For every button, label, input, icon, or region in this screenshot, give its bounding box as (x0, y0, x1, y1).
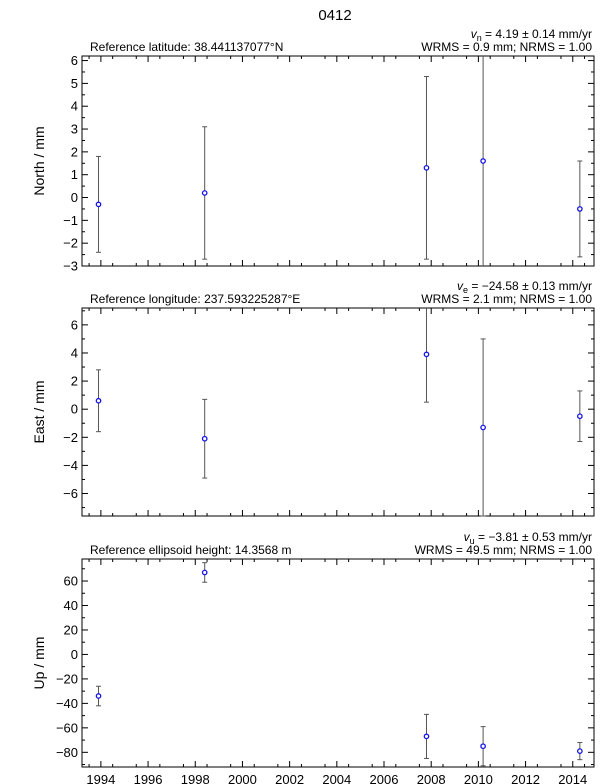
north-data-point (423, 164, 430, 171)
up-plot-frame (81, 558, 595, 768)
up-x-tick-label: 2010 (464, 772, 493, 784)
up-y-axis-label: Up / mm (31, 637, 47, 690)
east-data-point (95, 397, 102, 404)
east-y-tick-label: 4 (71, 345, 78, 360)
east-data-point (423, 351, 430, 358)
up-data-point (423, 733, 430, 740)
north-data-point (95, 201, 102, 208)
up-x-tick-label: 2000 (228, 772, 257, 784)
figure-title: 0412 (318, 7, 351, 24)
north-data-point (576, 206, 583, 212)
up-y-tick-label: 60 (64, 574, 78, 589)
east-y-tick-label: 0 (71, 402, 78, 417)
east-data-point (480, 424, 486, 431)
north-stats-label: WRMS = 0.9 mm; NRMS = 1.00 (421, 40, 592, 54)
up-y-tick-label: 20 (64, 622, 78, 637)
up-velocity-label: vu = −3.81 ± 0.53 mm/yr (464, 530, 592, 546)
up-stats-label: WRMS = 49.5 mm; NRMS = 1.00 (415, 543, 593, 557)
up-y-tick-label: 40 (64, 598, 78, 613)
east-panel-header: Reference longitude: 237.593225287°E ve … (90, 279, 592, 306)
north-y-tick-label: 3 (71, 122, 78, 137)
east-panel: −6 −4 −2 0 2 4 6 East / mm (31, 307, 595, 517)
east-plot-frame (81, 307, 595, 517)
up-x-tick-label: 2006 (370, 772, 399, 784)
up-y-tick-label: −20 (56, 671, 78, 686)
east-data-point (576, 413, 583, 420)
up-x-tick-label: 2002 (275, 772, 304, 784)
up-x-tick-label: 1994 (86, 772, 115, 784)
east-y-tick-label: −2 (63, 430, 78, 445)
north-y-tick-label: 1 (71, 167, 78, 182)
up-x-tick-label: 1996 (134, 772, 163, 784)
north-y-axis-label: North / mm (31, 126, 47, 195)
up-panel-header: Reference ellipsoid height: 14.3568 m vu… (90, 530, 592, 557)
north-y-tick-label: 6 (71, 53, 78, 68)
up-x-tick-label: 2014 (558, 772, 587, 784)
up-reference-label: Reference ellipsoid height: 14.3568 m (90, 543, 291, 557)
north-panel: −3 −2 −1 0 1 2 3 4 5 6 North / mm (31, 53, 595, 274)
up-x-tick-label: 2012 (511, 772, 540, 784)
up-x-tick-label: 2008 (417, 772, 446, 784)
east-y-tick-label: 2 (71, 374, 78, 389)
east-y-tick-label: −6 (63, 486, 78, 501)
up-y-tick-label: −60 (56, 720, 78, 735)
up-x-tick-label: 2004 (322, 772, 351, 784)
up-x-tick-label: 1998 (181, 772, 210, 784)
east-y-tick-label: −4 (63, 458, 78, 473)
up-y-tick-label: 0 (71, 647, 78, 662)
north-y-tick-label: −1 (63, 213, 78, 228)
east-reference-label: Reference longitude: 237.593225287°E (90, 292, 300, 306)
up-y-tick-label: −80 (56, 745, 78, 760)
up-data-point (576, 748, 583, 754)
up-data-point (95, 693, 102, 699)
north-y-tick-label: 5 (71, 76, 78, 91)
east-data-point (201, 435, 208, 442)
north-panel-header: Reference latitude: 38.441137077°N vn = … (90, 27, 592, 54)
up-y-tick-label: −40 (56, 696, 78, 711)
north-y-tick-label: 0 (71, 190, 78, 205)
north-y-tick-label: 2 (71, 144, 78, 159)
east-velocity-label: ve = −24.58 ± 0.13 mm/yr (457, 279, 592, 295)
north-y-tick-label: −2 (63, 236, 78, 251)
north-reference-label: Reference latitude: 38.441137077°N (90, 40, 283, 54)
east-stats-label: WRMS = 2.1 mm; NRMS = 1.00 (421, 292, 592, 306)
up-data-point (201, 569, 208, 576)
up-panel: 1994 1996 1998 2000 2002 2004 2006 2008 2010 2012… (31, 558, 595, 784)
east-y-axis-label: East / mm (31, 380, 47, 443)
up-data-point (480, 743, 486, 750)
north-velocity-label: vn = 4.19 ± 0.14 mm/yr (471, 27, 592, 43)
north-y-tick-label: 4 (71, 99, 78, 114)
north-data-point (480, 158, 486, 164)
north-data-point (201, 190, 208, 196)
north-plot-frame (81, 55, 595, 267)
north-y-tick-label: −3 (63, 259, 78, 274)
east-y-tick-label: 6 (71, 317, 78, 332)
